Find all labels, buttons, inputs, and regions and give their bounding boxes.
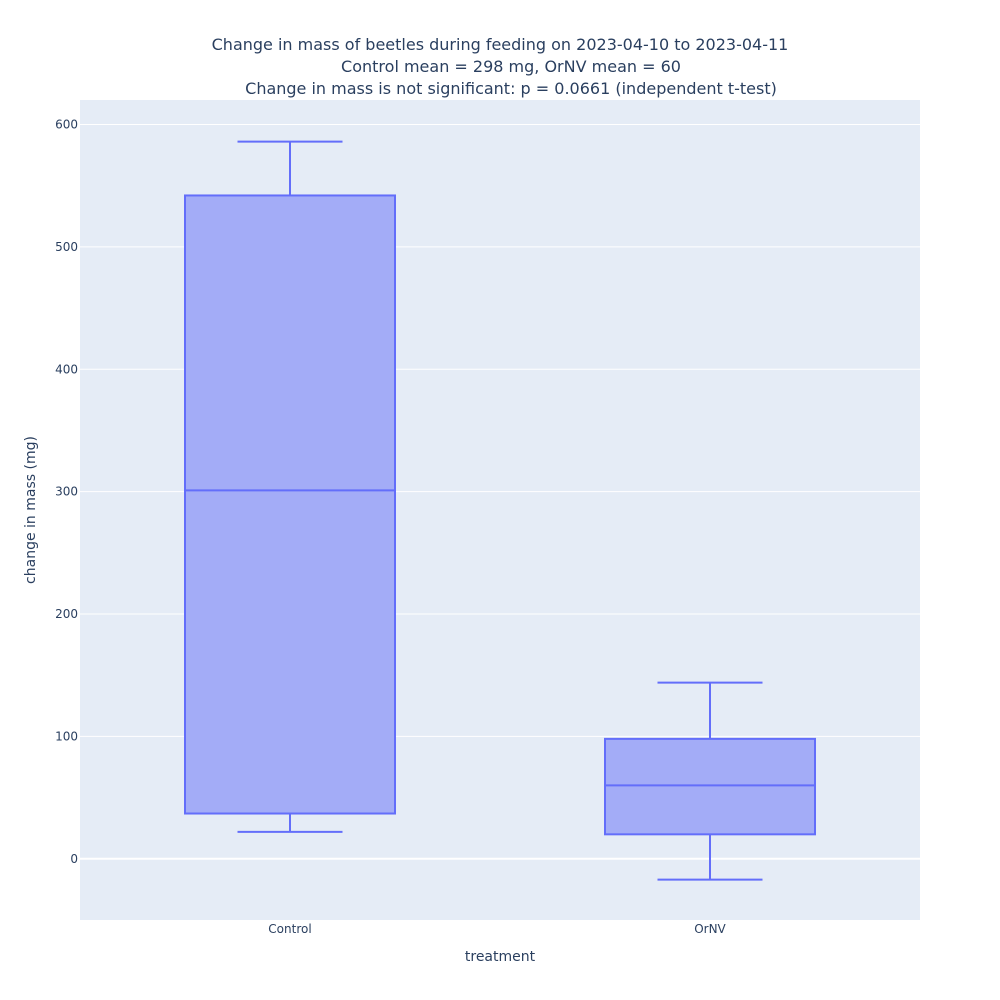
chart-title: Change in mass of beetles during feeding… xyxy=(212,35,789,98)
iqr-box xyxy=(605,739,815,834)
x-axis-ticks: Control OrNV xyxy=(268,922,726,936)
title-line-3: Change in mass is not significant: p = 0… xyxy=(245,79,777,98)
box-control xyxy=(185,142,395,832)
y-tick-label: 400 xyxy=(55,362,78,376)
x-axis-title: treatment xyxy=(465,949,536,965)
title-line-1: Change in mass of beetles during feeding… xyxy=(212,35,789,54)
title-line-2: Control mean = 298 mg, OrNV mean = 60 xyxy=(341,57,681,76)
y-axis-ticks: 0 100 200 300 400 500 600 xyxy=(55,117,78,865)
x-tick-label: OrNV xyxy=(694,922,726,936)
y-tick-label: 600 xyxy=(55,117,78,131)
y-tick-label: 100 xyxy=(55,729,78,743)
y-tick-label: 300 xyxy=(55,485,78,499)
y-tick-label: 200 xyxy=(55,607,78,621)
iqr-box xyxy=(185,195,395,813)
y-tick-label: 500 xyxy=(55,240,78,254)
x-tick-label: Control xyxy=(268,922,311,936)
y-tick-label: 0 xyxy=(70,852,78,866)
y-axis-title: change in mass (mg) xyxy=(23,436,39,584)
